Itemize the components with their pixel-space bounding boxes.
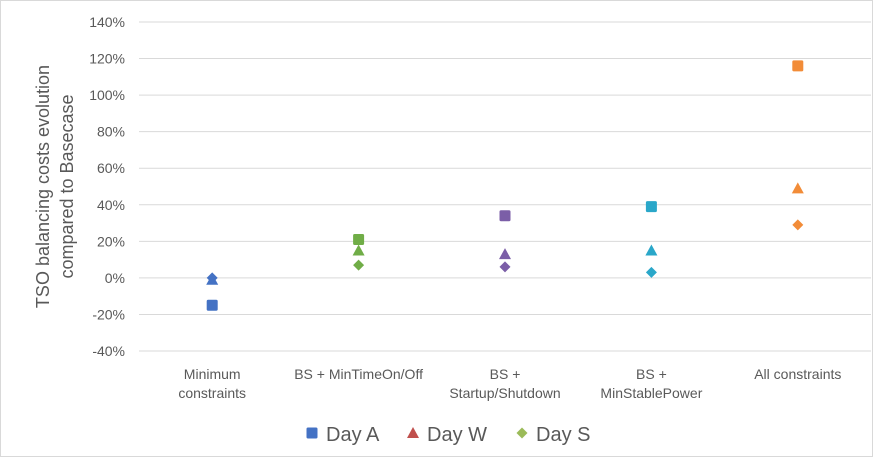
data-point-day-w (645, 244, 658, 256)
data-point-day-s (792, 219, 804, 231)
x-category-label: constraints (178, 385, 246, 401)
y-axis-title-line: compared to Basecase (57, 94, 77, 278)
y-tick-label: 80% (97, 124, 125, 140)
data-points (206, 60, 804, 311)
data-point-day-a (645, 201, 657, 213)
legend-marker (407, 427, 419, 438)
y-tick-label: 40% (97, 197, 125, 213)
data-point-day-s (353, 259, 365, 271)
y-axis-title-line: TSO balancing costs evolution (33, 65, 53, 308)
legend-label: Day W (427, 424, 487, 446)
data-point-day-w (352, 244, 365, 256)
data-point-day-a (499, 210, 511, 222)
legend-label: Day A (326, 424, 380, 446)
x-category-label: All constraints (754, 366, 841, 382)
legend-marker (516, 427, 528, 439)
data-point-day-s (645, 266, 657, 278)
data-point-day-a (353, 234, 365, 246)
y-tick-label: 20% (97, 233, 125, 249)
x-axis-category-labels: Minimum constraints BS + MinTimeOn/Off BS +… (178, 366, 841, 401)
data-point-day-a (206, 299, 218, 311)
y-axis-tick-labels: -40% -20% 0% 20% 40% 60% 80% 100% 120% 140% (89, 14, 125, 359)
x-category-label: BS + (490, 366, 521, 382)
gridlines (139, 21, 871, 352)
x-category-label: BS + MinTimeOn/Off (294, 366, 423, 382)
x-category-label: Startup/Shutdown (449, 385, 560, 401)
x-category-label: Minimum (184, 366, 241, 382)
y-tick-label: 0% (105, 270, 125, 286)
y-tick-label: -40% (92, 343, 125, 359)
data-point-day-w (499, 248, 511, 260)
y-tick-label: -20% (92, 306, 125, 322)
legend: Day A Day W Day S (306, 424, 590, 446)
data-point-day-s (206, 272, 218, 284)
y-axis-title: TSO balancing costs evolution compared to… (33, 65, 77, 308)
y-tick-label: 140% (89, 14, 125, 30)
data-point-day-w (791, 182, 804, 194)
data-point-day-s (499, 261, 511, 273)
x-category-label: BS + (636, 366, 667, 382)
y-tick-label: 60% (97, 160, 125, 176)
x-category-label: MinStablePower (600, 385, 702, 401)
data-point-day-a (792, 60, 804, 72)
y-tick-label: 100% (89, 87, 125, 103)
legend-marker (306, 427, 318, 439)
legend-label: Day S (536, 424, 590, 446)
y-tick-label: 120% (89, 51, 125, 67)
